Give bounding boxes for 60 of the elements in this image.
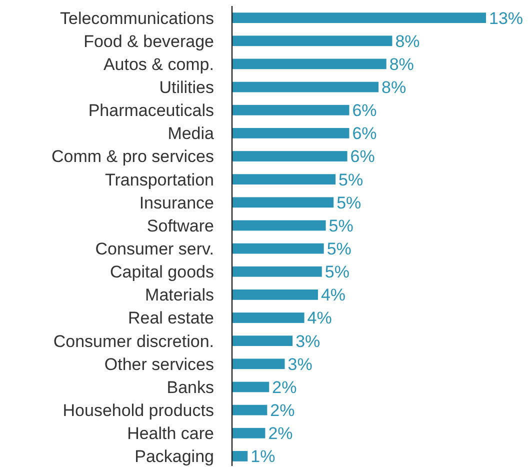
y-tick-label: Media <box>168 124 215 144</box>
data-label: 8% <box>382 78 406 97</box>
bar <box>232 12 486 23</box>
data-label: 3% <box>288 354 312 374</box>
bar <box>232 104 350 116</box>
y-tick-label: Pharmaceuticals <box>88 101 214 120</box>
y-tick-label: Insurance <box>139 193 214 212</box>
data-label: 5% <box>324 262 350 282</box>
data-label: 5% <box>326 239 352 258</box>
data-label: 5% <box>338 170 364 190</box>
data-label: 6% <box>352 124 377 144</box>
bar <box>232 58 386 70</box>
data-label: 2% <box>270 401 295 420</box>
data-label: 13% <box>489 8 524 28</box>
data-label: 1% <box>250 447 276 466</box>
bar <box>232 289 318 300</box>
bar <box>232 451 248 462</box>
data-label: 2% <box>272 378 297 397</box>
y-tick-label: Real estate <box>128 308 214 328</box>
bar <box>232 428 266 438</box>
y-tick-label: Materials <box>145 286 214 305</box>
data-label: 5% <box>328 216 354 236</box>
bar <box>232 358 285 370</box>
y-tick-label: Other services <box>104 354 214 374</box>
y-tick-label: Transportation <box>105 170 214 190</box>
y-tick-label: Household products <box>62 401 214 420</box>
y-tick-label: Comm & pro services <box>52 147 214 166</box>
bar <box>232 174 336 185</box>
data-label: 8% <box>395 32 420 51</box>
y-tick-label: Packaging <box>134 447 214 466</box>
y-tick-label: Food & beverage <box>84 32 214 51</box>
bar <box>232 336 293 346</box>
y-tick-label: Software <box>146 216 214 236</box>
bar <box>232 151 348 162</box>
y-tick-label: Consumer serv. <box>95 239 214 258</box>
y-tick-label: Capital goods <box>110 262 214 282</box>
bar <box>232 82 379 92</box>
bar <box>232 36 392 46</box>
data-label: 6% <box>350 147 375 166</box>
bar <box>232 404 268 416</box>
data-label: 4% <box>320 286 346 305</box>
bar <box>232 382 270 392</box>
bar <box>232 220 326 231</box>
y-tick-label: Telecommunications <box>60 8 214 28</box>
y-tick-label: Banks <box>166 378 214 397</box>
bar <box>232 197 334 208</box>
data-label: 8% <box>389 54 414 74</box>
y-tick-label: Health care <box>127 424 214 444</box>
y-tick-label: Utilities <box>159 78 214 97</box>
data-label: 2% <box>268 424 293 444</box>
bar <box>232 312 304 323</box>
data-label: 3% <box>296 332 320 351</box>
data-label: 5% <box>336 193 362 212</box>
bar <box>232 128 350 138</box>
y-tick-label: Autos & comp. <box>103 54 214 74</box>
data-label: 4% <box>307 308 332 328</box>
y-tick-label: Consumer discretion. <box>53 332 214 351</box>
data-label: 6% <box>352 101 377 120</box>
bar <box>232 243 324 254</box>
bar <box>232 266 322 277</box>
